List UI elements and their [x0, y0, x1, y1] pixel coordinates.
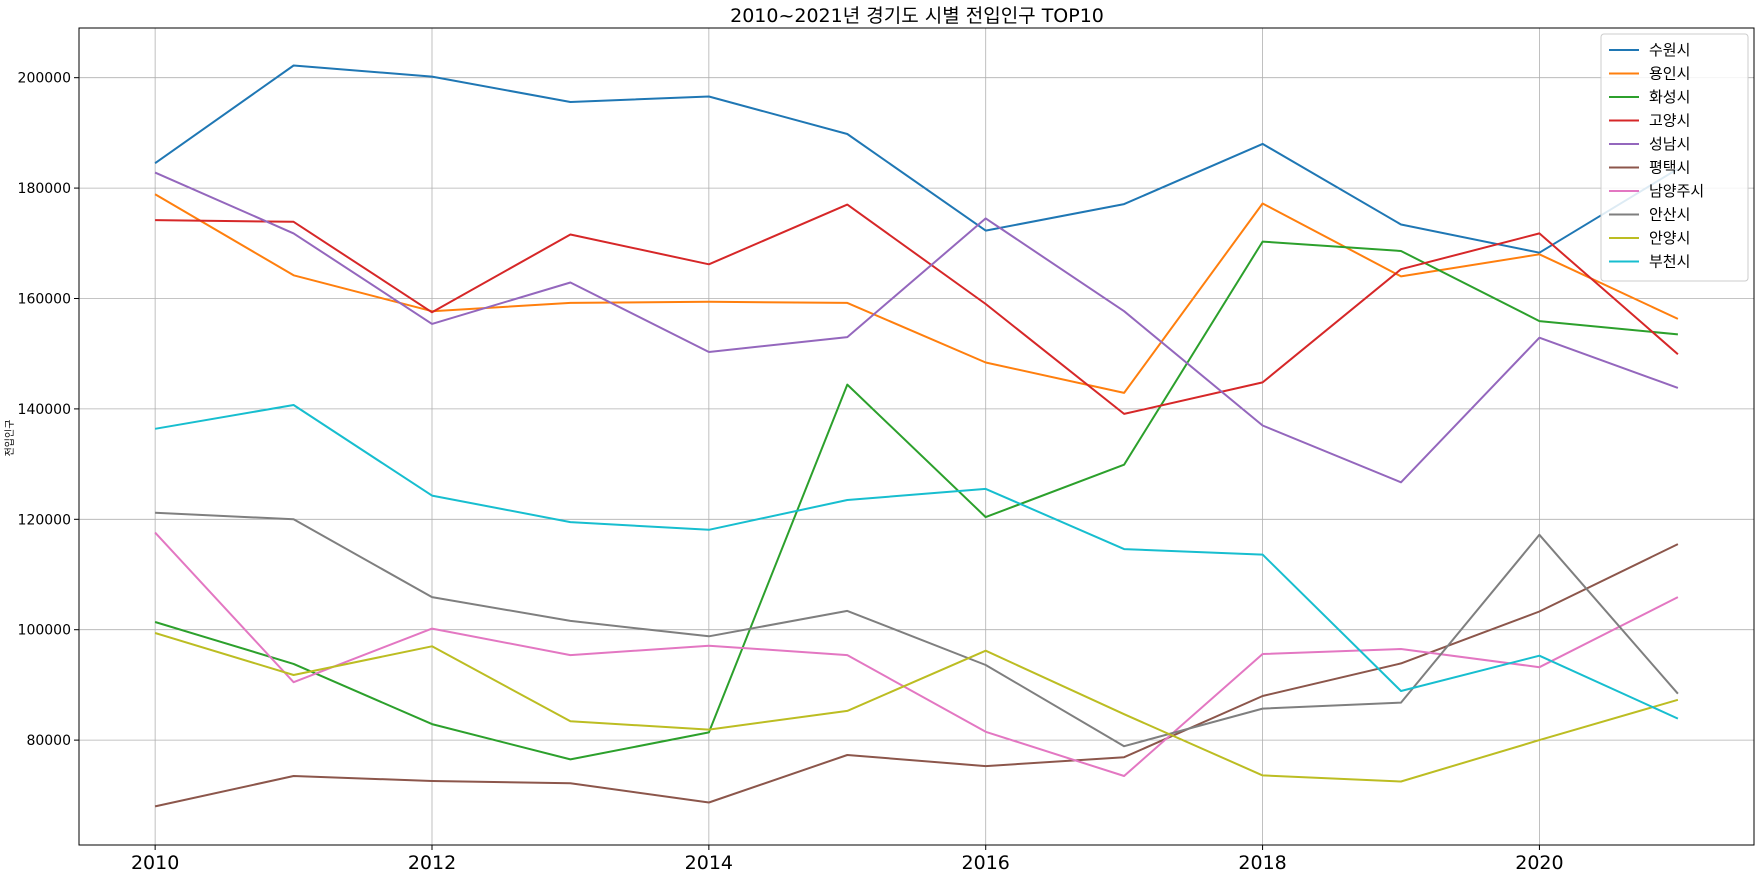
legend-label: 안산시 [1649, 206, 1690, 224]
series-line-1 [154, 64, 1679, 254]
x-tick-label: 2014 [685, 852, 733, 874]
x-tick-label: 2012 [408, 852, 456, 874]
y-tick-label: 140000 [18, 402, 71, 418]
x-tick-label: 2020 [1515, 852, 1563, 874]
x-axis-ticks: 2010 2012 2014 2016 2018 2020 [131, 845, 1564, 874]
y-tick-label: 80000 [26, 733, 71, 749]
x-tick-label: 2018 [1238, 852, 1286, 874]
legend-label: 부천시 [1649, 253, 1690, 271]
series-line-5 [154, 171, 1679, 484]
legend-label: 안양시 [1649, 229, 1690, 247]
chart-title: 2010~2021년 경기도 시별 전입인구 TOP10 [730, 5, 1104, 27]
series-line-4 [155, 203, 1679, 415]
y-tick-label: 200000 [18, 71, 71, 87]
series-line-7 [154, 531, 1679, 777]
gridlines [79, 28, 1754, 845]
legend-label: 남양주시 [1649, 182, 1704, 200]
y-axis-ticks: 80000 100000 120000 140000 160000 180000 20000… [18, 71, 79, 749]
y-tick-label: 120000 [18, 512, 71, 528]
x-tick-label: 2010 [131, 852, 179, 874]
legend-label: 성남시 [1649, 135, 1690, 153]
legend-label: 고양시 [1649, 112, 1690, 130]
legend-label: 용인시 [1649, 65, 1690, 83]
x-tick-label: 2016 [962, 852, 1010, 874]
legend-label: 평택시 [1649, 159, 1690, 177]
series-line-8 [155, 511, 1679, 748]
legend-box [1600, 33, 1749, 282]
y-axis-label: 전입인구 [3, 420, 16, 457]
y-tick-label: 100000 [18, 623, 71, 639]
y-tick-label: 160000 [18, 291, 71, 307]
legend-label: 수원시 [1649, 41, 1690, 59]
series-line-6 [154, 543, 1679, 808]
y-tick-label: 180000 [18, 181, 71, 197]
series-lines [154, 64, 1679, 808]
legend-label: 화성시 [1649, 88, 1690, 106]
series-line-2 [154, 193, 1679, 394]
plot-area-frame [78, 27, 1755, 846]
series-line-10 [154, 404, 1679, 720]
series-line-9 [154, 632, 1679, 783]
